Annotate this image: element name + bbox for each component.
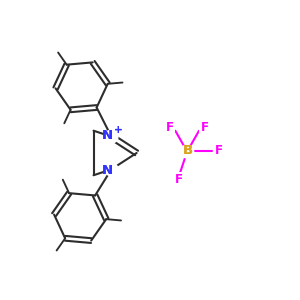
Text: N: N	[101, 164, 112, 177]
Text: +: +	[113, 125, 122, 135]
Circle shape	[105, 130, 118, 143]
Text: F: F	[200, 121, 208, 134]
Text: +: +	[113, 125, 122, 135]
Text: B: B	[183, 144, 193, 158]
Text: F: F	[175, 173, 183, 186]
Text: F: F	[215, 144, 223, 158]
Text: N: N	[101, 129, 112, 142]
Text: N: N	[101, 164, 112, 177]
Text: N: N	[101, 129, 112, 142]
Text: F: F	[166, 121, 174, 134]
Text: F: F	[166, 121, 174, 134]
Text: F: F	[215, 144, 223, 158]
Text: F: F	[175, 173, 183, 186]
Text: B: B	[183, 144, 193, 158]
Text: F: F	[200, 121, 208, 134]
Circle shape	[105, 163, 118, 176]
Circle shape	[181, 145, 194, 158]
